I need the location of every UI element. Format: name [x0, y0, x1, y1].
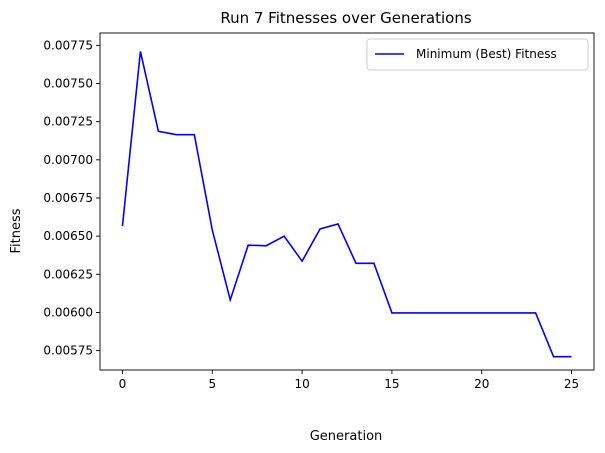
y-tick-label: 0.00700: [43, 153, 93, 167]
y-tick-label: 0.00575: [43, 344, 93, 358]
legend-box: [366, 38, 589, 71]
y-axis-ticks: 0.00575 0.00600 0.00625 0.00650 0.00675 0.007…: [43, 38, 100, 358]
series-line-minimum-best-fitness: [121, 51, 572, 358]
legend: Minimum (Best) Fitness: [366, 38, 589, 71]
y-tick-label: 0.00775: [43, 38, 93, 52]
x-axis-ticks: 0 5 10 15 20 25: [119, 370, 579, 391]
x-axis-label: Generation: [310, 429, 383, 444]
y-tick-label: 0.00650: [43, 229, 93, 243]
y-tick-label: 0.00625: [43, 267, 93, 281]
x-tick-label: 5: [208, 377, 216, 391]
legend-label: Minimum (Best) Fitness: [416, 47, 557, 61]
x-tick-label: 15: [384, 377, 399, 391]
x-tick-label: 20: [474, 377, 489, 391]
y-tick-label: 0.00750: [43, 77, 93, 91]
plot-frame: [99, 32, 595, 371]
x-tick-label: 10: [294, 377, 309, 391]
x-tick-label: 0: [119, 377, 127, 391]
y-tick-label: 0.00600: [43, 305, 93, 319]
chart-title: Run 7 Fitnesses over Generations: [220, 9, 472, 27]
y-tick-label: 0.00725: [43, 115, 93, 129]
y-axis-label: Fitness: [9, 208, 24, 253]
x-tick-label: 25: [564, 377, 579, 391]
y-tick-label: 0.00675: [43, 191, 93, 205]
